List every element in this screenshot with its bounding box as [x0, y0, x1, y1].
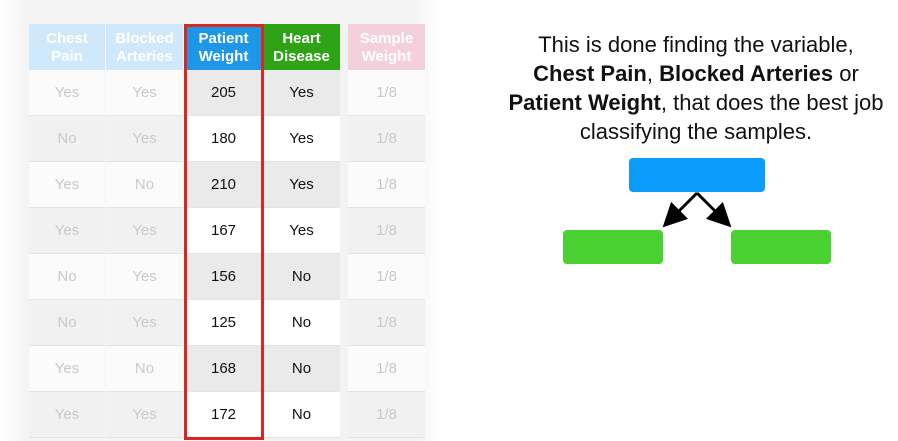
blocked-arteries-label: Blocked Arteries	[659, 61, 834, 86]
table-cell: Yes	[106, 70, 183, 116]
table-cell: 1/8	[348, 116, 425, 162]
table-cell: Yes	[29, 162, 105, 208]
table-cell: 125	[185, 300, 262, 346]
column-chest-pain: Chest Pain Yes No Yes Yes No No Yes Yes	[29, 24, 105, 438]
column-heart-disease: Heart Disease Yes Yes Yes Yes No No No No	[263, 24, 340, 438]
table-cell: 1/8	[348, 70, 425, 116]
table-cell: 205	[185, 70, 262, 116]
table-cell: Yes	[29, 70, 105, 116]
table-cell: No	[29, 254, 105, 300]
table-cell: No	[263, 392, 340, 438]
table-cell: Yes	[106, 254, 183, 300]
table-cell: No	[106, 346, 183, 392]
table-cell: Yes	[106, 116, 183, 162]
table-cell: Yes	[106, 208, 183, 254]
table-cell: 167	[185, 208, 262, 254]
table-cell: No	[263, 346, 340, 392]
table-cell: 1/8	[348, 208, 425, 254]
table-cell: 1/8	[348, 162, 425, 208]
table-cell: Yes	[263, 116, 340, 162]
table-cell: No	[263, 300, 340, 346]
table-cell: No	[29, 300, 105, 346]
table-cell: No	[29, 116, 105, 162]
arrow-right	[695, 191, 732, 228]
column-header-patient-weight: Patient Weight	[185, 24, 262, 70]
tree-root-node	[629, 158, 765, 192]
column-blocked-arteries: Blocked Arteries Yes Yes No Yes Yes Yes N…	[106, 24, 183, 438]
table-cell: Yes	[263, 208, 340, 254]
arrow-left	[662, 191, 699, 228]
table-cell: 210	[185, 162, 262, 208]
tree-right-leaf-node	[731, 230, 831, 264]
column-sample-weight: Sample Weight 1/8 1/8 1/8 1/8 1/8 1/8 1/8…	[348, 24, 425, 438]
chest-pain-label: Chest Pain	[533, 61, 647, 86]
table-cell: Yes	[29, 208, 105, 254]
table-cell: Yes	[29, 346, 105, 392]
table-cell: 1/8	[348, 392, 425, 438]
patient-weight-label: Patient Weight	[508, 90, 661, 115]
column-header-blocked-arteries: Blocked Arteries	[106, 24, 183, 70]
table-cell: 168	[185, 346, 262, 392]
table-cell: 180	[185, 116, 262, 162]
table-cell: Yes	[29, 392, 105, 438]
column-header-chest-pain: Chest Pain	[29, 24, 105, 70]
column-patient-weight: Patient Weight 205 180 210 167 156 125 16…	[185, 24, 262, 438]
table-cell: 172	[185, 392, 262, 438]
column-header-sample-weight: Sample Weight	[348, 24, 425, 70]
table-cell: 1/8	[348, 346, 425, 392]
table-cell: Yes	[263, 162, 340, 208]
explanation-part1: This is done finding the variable,	[538, 32, 854, 57]
explanation-text: This is done finding the variable, Chest…	[508, 32, 884, 144]
tree-left-leaf-node	[563, 230, 663, 264]
table-cell: Yes	[106, 300, 183, 346]
table-cell: Yes	[106, 392, 183, 438]
table-cell: Yes	[263, 70, 340, 116]
table-cell: 1/8	[348, 254, 425, 300]
table-cell: No	[106, 162, 183, 208]
column-header-heart-disease: Heart Disease	[263, 24, 340, 70]
table-cell: 156	[185, 254, 262, 300]
table-cell: 1/8	[348, 300, 425, 346]
table-cell: No	[263, 254, 340, 300]
patient-weight-highlight-box	[184, 24, 264, 440]
